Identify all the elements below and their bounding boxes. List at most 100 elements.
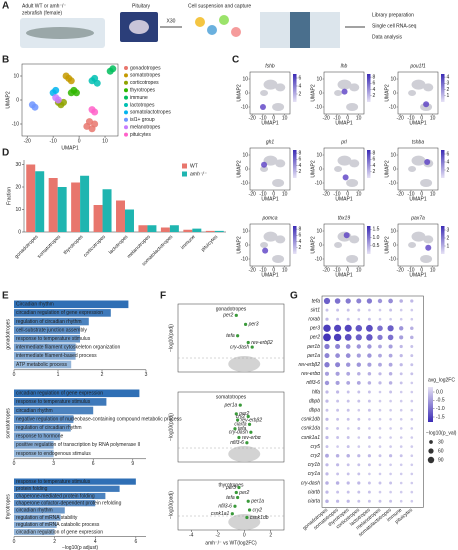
- y-tick-label: 0: [16, 97, 19, 103]
- x-tick-label: 0: [420, 191, 423, 197]
- dot: [357, 454, 361, 458]
- dot: [335, 371, 340, 376]
- dot: [325, 435, 329, 440]
- colorbar-label: 4: [373, 163, 376, 169]
- colorbar-label: 2: [299, 169, 302, 175]
- dot: [357, 372, 361, 376]
- gene-label: per1a: [223, 402, 237, 408]
- bar: [125, 209, 134, 232]
- y-tick-label: -10: [241, 180, 248, 186]
- gene-label: cry1b: [308, 462, 320, 468]
- x-axis-label: UMAP1: [409, 196, 426, 202]
- dot: [346, 399, 350, 403]
- colorbar: [441, 150, 445, 178]
- dot: [357, 317, 361, 321]
- bar: [147, 225, 157, 232]
- term-label: circadian rhythm: [16, 508, 53, 514]
- gene-label: rev-erbβ2: [251, 340, 273, 346]
- point: [52, 86, 60, 94]
- y-axis-label: −log10(padj): [168, 491, 174, 519]
- dot: [366, 334, 373, 341]
- x-tick-label: -10: [50, 138, 57, 144]
- x-axis-label: UMAP1: [409, 120, 426, 126]
- dot: [324, 380, 330, 386]
- step-text: Library preparation: [372, 12, 414, 18]
- legend-swatch: [124, 73, 128, 78]
- dot: [399, 481, 403, 485]
- dot: [410, 454, 414, 458]
- x-tick-label: lactotropes: [108, 234, 130, 256]
- colorbar-label: -1.0: [436, 406, 445, 412]
- y-axis-label: −log10(padj): [168, 324, 174, 352]
- bar: [93, 205, 103, 232]
- gene-label: tefa: [226, 495, 235, 501]
- term-label: Circadian rhythm: [16, 302, 54, 308]
- bar: [14, 352, 76, 360]
- dot: [367, 317, 371, 321]
- gene-label: cry1a: [308, 471, 320, 477]
- bar: [183, 229, 193, 232]
- x-tick-label: 0: [346, 191, 349, 197]
- dot: [334, 298, 341, 304]
- y-tick-label: -10: [12, 121, 19, 127]
- y-tick-label: 0: [393, 166, 396, 172]
- gene-label: tefa: [226, 333, 235, 339]
- x-axis-label: UMAP1: [335, 272, 352, 278]
- dot: [356, 362, 361, 367]
- gene-label: cry-dash: [230, 344, 249, 350]
- y-tick-label: 10: [316, 228, 322, 234]
- y-axis-label: thyrotropes: [5, 494, 11, 520]
- dot: [399, 317, 403, 321]
- bar: [14, 334, 80, 343]
- legend-label: immune: [130, 95, 148, 101]
- dot: [377, 298, 383, 304]
- gene-title: fshb: [265, 63, 275, 69]
- point: [91, 120, 99, 128]
- y-axis-label: UMAP2: [310, 84, 316, 101]
- dot: [336, 408, 340, 412]
- bar: [169, 225, 179, 232]
- term-label: cell-substrate junction assembly: [16, 327, 87, 333]
- dot: [325, 399, 329, 403]
- term-label: positive regulation of transcription by …: [16, 442, 140, 448]
- x-tick-label: -20: [323, 115, 330, 121]
- plot-frame: [21, 63, 119, 137]
- bar: [14, 441, 54, 449]
- gene-label: cry5: [311, 444, 321, 450]
- gene-label: per1a: [306, 353, 320, 359]
- gene-label: per3: [309, 326, 320, 332]
- dot: [323, 297, 331, 305]
- dot: [399, 308, 403, 312]
- x-tick-label: 3: [145, 372, 148, 378]
- y-axis-label: UMAP2: [236, 160, 242, 177]
- colorbar-label: 2: [373, 93, 376, 99]
- panel-label: D: [2, 148, 9, 159]
- panel-a: Adult WT or amh⁻/⁻ zebrafish (female) Pi…: [20, 3, 417, 48]
- dot: [346, 317, 350, 321]
- size-label: 60: [438, 448, 444, 454]
- dot: [389, 408, 392, 412]
- y-tick-label: 0: [319, 90, 322, 96]
- bar: [14, 449, 54, 458]
- x-tick-label: 10: [356, 115, 362, 121]
- dot: [410, 418, 414, 421]
- y-tick-label: -10: [389, 256, 396, 262]
- legend-swatch: [124, 88, 128, 93]
- gene-label: ciarta: [308, 499, 320, 505]
- panel-title: somatotropes: [216, 394, 247, 400]
- x-tick-label: -10: [333, 191, 340, 197]
- x-tick-label: 10: [430, 191, 436, 197]
- bar: [14, 521, 57, 528]
- y-tick-label: 0: [245, 90, 248, 96]
- dot: [336, 426, 340, 430]
- y-tick-label: 10: [242, 76, 248, 82]
- x-tick-label: -10: [259, 267, 266, 273]
- colorbar: [293, 150, 297, 178]
- x-tick-label: -20: [249, 191, 256, 197]
- gene-point: [234, 313, 238, 317]
- gene-point: [237, 485, 241, 490]
- colorbar: [367, 74, 371, 102]
- x-tick-label: 1: [57, 372, 60, 378]
- colorbar-label: 2: [299, 245, 302, 251]
- gene-label: rev-erbα: [242, 435, 261, 441]
